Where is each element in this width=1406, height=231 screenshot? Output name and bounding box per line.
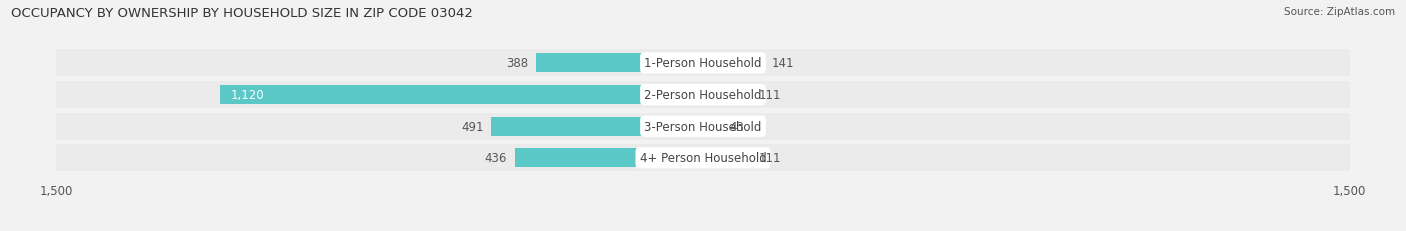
Text: 436: 436 — [485, 152, 508, 165]
Text: 388: 388 — [506, 57, 527, 70]
Bar — [221, 86, 703, 105]
Text: 1-Person Household: 1-Person Household — [644, 57, 762, 70]
Text: 4+ Person Household: 4+ Person Household — [640, 152, 766, 165]
Text: 2-Person Household: 2-Person Household — [644, 89, 762, 102]
Bar — [703, 86, 751, 105]
Bar — [536, 54, 703, 73]
Bar — [703, 54, 763, 73]
Bar — [491, 117, 703, 136]
Text: 111: 111 — [759, 89, 782, 102]
Bar — [56, 50, 1350, 77]
Text: OCCUPANCY BY OWNERSHIP BY HOUSEHOLD SIZE IN ZIP CODE 03042: OCCUPANCY BY OWNERSHIP BY HOUSEHOLD SIZE… — [11, 7, 474, 20]
Bar — [56, 145, 1350, 171]
Bar — [703, 117, 721, 136]
Text: Source: ZipAtlas.com: Source: ZipAtlas.com — [1284, 7, 1395, 17]
Text: 43: 43 — [730, 120, 744, 133]
Bar — [56, 113, 1350, 140]
Bar — [56, 82, 1350, 109]
Text: 3-Person Household: 3-Person Household — [644, 120, 762, 133]
Text: 111: 111 — [759, 152, 782, 165]
Text: 141: 141 — [772, 57, 794, 70]
Bar — [703, 149, 751, 167]
Text: 491: 491 — [461, 120, 484, 133]
Bar — [515, 149, 703, 167]
Text: 1,120: 1,120 — [231, 89, 264, 102]
